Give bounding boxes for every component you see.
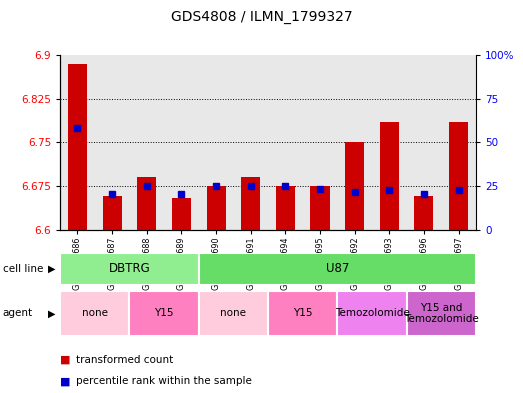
Text: none: none — [220, 309, 246, 318]
Text: Y15: Y15 — [154, 309, 174, 318]
Bar — [199, 55, 233, 230]
Bar — [241, 178, 260, 230]
Bar — [380, 122, 399, 230]
Text: cell line: cell line — [3, 264, 43, 274]
Text: ▶: ▶ — [48, 264, 55, 274]
Bar — [68, 64, 87, 230]
Bar — [60, 55, 95, 230]
Bar — [103, 196, 122, 230]
Text: transformed count: transformed count — [76, 354, 173, 365]
Bar — [337, 291, 407, 336]
Text: ■: ■ — [60, 354, 71, 365]
Bar — [172, 198, 191, 230]
Bar — [372, 55, 407, 230]
Bar — [137, 178, 156, 230]
Bar — [345, 143, 364, 230]
Bar — [207, 186, 225, 230]
Bar — [303, 55, 337, 230]
Text: GDS4808 / ILMN_1799327: GDS4808 / ILMN_1799327 — [170, 10, 353, 24]
Bar — [199, 253, 476, 285]
Text: ▶: ▶ — [48, 309, 55, 318]
Bar — [407, 291, 476, 336]
Text: Y15 and
Temozolomide: Y15 and Temozolomide — [404, 303, 479, 324]
Bar — [129, 55, 164, 230]
Bar — [407, 55, 441, 230]
Text: none: none — [82, 309, 108, 318]
Text: ■: ■ — [60, 376, 71, 386]
Text: U87: U87 — [326, 262, 349, 275]
Text: DBTRG: DBTRG — [109, 262, 150, 275]
Text: agent: agent — [3, 309, 33, 318]
Bar — [199, 291, 268, 336]
Bar — [268, 291, 337, 336]
Bar — [337, 55, 372, 230]
Text: Y15: Y15 — [293, 309, 312, 318]
Text: percentile rank within the sample: percentile rank within the sample — [76, 376, 252, 386]
Text: Temozolomide: Temozolomide — [335, 309, 410, 318]
Bar — [414, 196, 434, 230]
Bar — [276, 186, 295, 230]
Bar — [441, 55, 476, 230]
Bar — [233, 55, 268, 230]
Bar — [95, 55, 129, 230]
Bar — [164, 55, 199, 230]
Bar — [311, 186, 329, 230]
Bar — [129, 291, 199, 336]
Bar — [449, 122, 468, 230]
Bar — [268, 55, 303, 230]
Bar — [60, 253, 199, 285]
Bar — [60, 291, 129, 336]
